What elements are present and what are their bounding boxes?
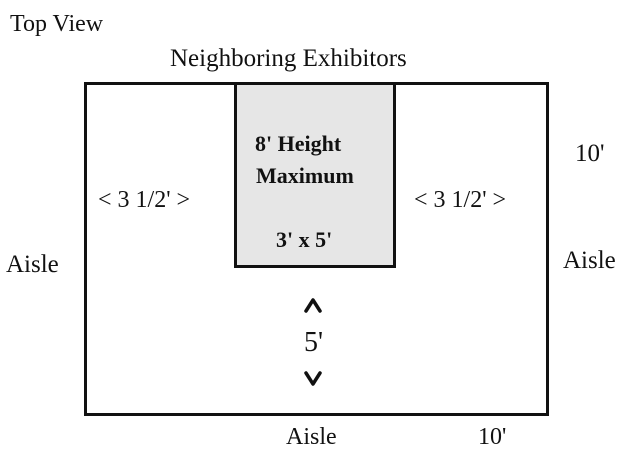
display-block (234, 82, 396, 268)
block-size-label: 3' x 5' (276, 227, 333, 252)
maximum-label: Maximum (256, 163, 354, 188)
right-gap-label: < 3 1/2' > (414, 187, 507, 213)
arrow-down-icon (304, 371, 322, 386)
width-dimension-label: 10' (478, 424, 507, 450)
aisle-bottom-label: Aisle (286, 424, 337, 450)
aisle-right-label: Aisle (563, 247, 616, 274)
front-gap-label: 5' (304, 327, 324, 358)
depth-dimension-label: 10' (575, 140, 605, 167)
left-gap-label: < 3 1/2' > (98, 187, 191, 213)
diagram-title: Top View (10, 11, 104, 37)
neighboring-exhibitors-label: Neighboring Exhibitors (170, 45, 407, 72)
arrow-up-icon (304, 298, 322, 313)
height-label: 8' Height (255, 131, 342, 156)
aisle-left-label: Aisle (6, 251, 59, 278)
